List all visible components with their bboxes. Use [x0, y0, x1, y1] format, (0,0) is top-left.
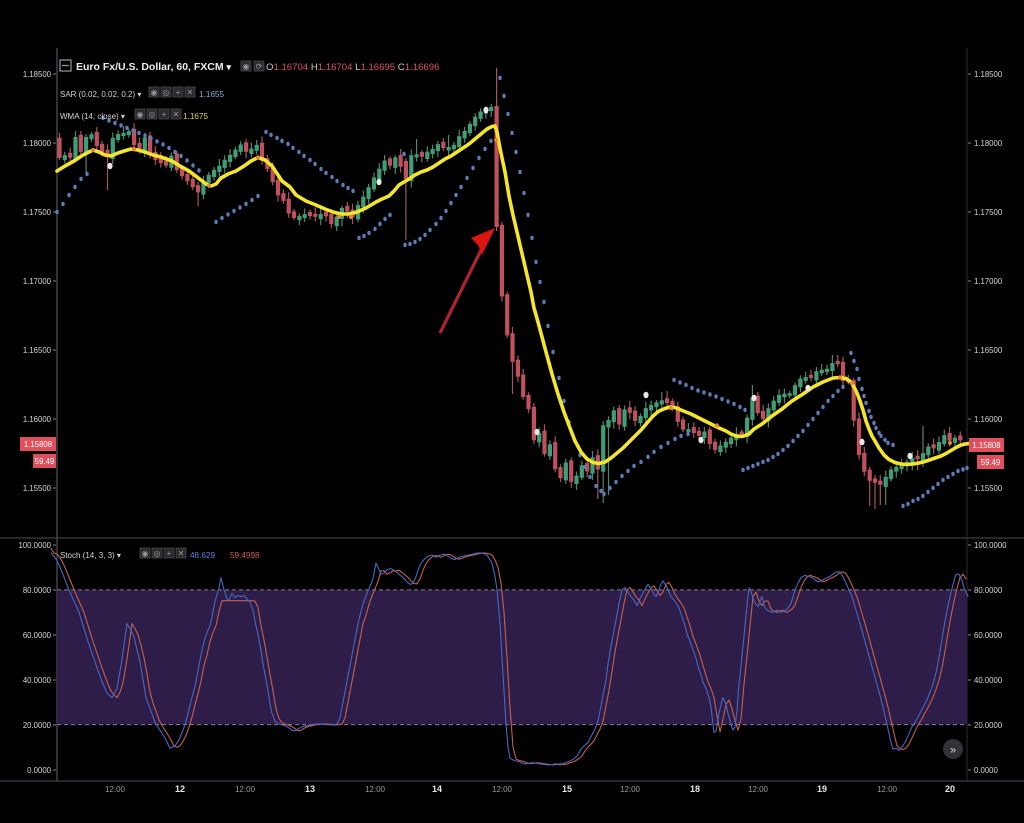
svg-text:48.629: 48.629	[190, 551, 215, 560]
svg-text:0.0000: 0.0000	[27, 766, 52, 775]
svg-text:✕: ✕	[173, 110, 180, 119]
svg-text:◉: ◉	[142, 549, 149, 558]
svg-text:1.15500: 1.15500	[23, 484, 52, 493]
svg-text:◉: ◉	[137, 110, 144, 119]
svg-text:SAR (0.02, 0.02, 0.2) ▾: SAR (0.02, 0.02, 0.2) ▾	[60, 90, 141, 99]
svg-text:1.16500: 1.16500	[974, 346, 1003, 355]
svg-text:◎: ◎	[154, 549, 161, 558]
svg-text:1.17500: 1.17500	[974, 208, 1003, 217]
svg-text:18: 18	[690, 784, 700, 794]
svg-text:20: 20	[945, 784, 955, 794]
svg-text:40.0000: 40.0000	[974, 676, 1003, 685]
svg-text:1.15808: 1.15808	[24, 440, 52, 449]
svg-text:20.0000: 20.0000	[974, 721, 1003, 730]
svg-text:1.18000: 1.18000	[23, 139, 52, 148]
svg-text:1.16000: 1.16000	[23, 415, 52, 424]
svg-text:12:00: 12:00	[365, 785, 386, 794]
svg-text:1.15500: 1.15500	[974, 484, 1003, 493]
svg-text:59.4998: 59.4998	[230, 551, 260, 560]
svg-text:14: 14	[432, 784, 442, 794]
svg-text:80.0000: 80.0000	[974, 586, 1003, 595]
svg-text:»: »	[950, 745, 956, 757]
svg-text:1.1655: 1.1655	[199, 90, 224, 99]
svg-text:1.18000: 1.18000	[974, 139, 1003, 148]
svg-text:✕: ✕	[187, 88, 194, 97]
svg-text:12: 12	[175, 784, 185, 794]
svg-text:O1.16704 H1.16704 L1.16695 C1.: O1.16704 H1.16704 L1.16695 C1.16696	[266, 62, 439, 73]
svg-text:1.15808: 1.15808	[972, 441, 1000, 450]
svg-text:100.0000: 100.0000	[18, 541, 51, 550]
svg-text:1.1675: 1.1675	[183, 112, 208, 121]
svg-text:1.16000: 1.16000	[974, 415, 1003, 424]
svg-text:12:00: 12:00	[620, 785, 641, 794]
svg-text:◎: ◎	[163, 88, 170, 97]
svg-text:80.0000: 80.0000	[23, 586, 52, 595]
svg-text:◎: ◎	[149, 110, 156, 119]
svg-text:12:00: 12:00	[877, 785, 898, 794]
svg-text:1.16500: 1.16500	[23, 346, 52, 355]
svg-text:40.0000: 40.0000	[23, 676, 52, 685]
svg-text:60.0000: 60.0000	[23, 631, 52, 640]
svg-text:1.17000: 1.17000	[23, 277, 52, 286]
svg-text:1.18500: 1.18500	[23, 70, 52, 79]
svg-text:✕: ✕	[178, 549, 185, 558]
svg-text:60.0000: 60.0000	[974, 631, 1003, 640]
svg-text:0.0000: 0.0000	[974, 766, 999, 775]
svg-text:+: +	[176, 88, 181, 97]
svg-text:1.17500: 1.17500	[23, 208, 52, 217]
svg-text:15: 15	[562, 784, 572, 794]
svg-text:59.49: 59.49	[981, 458, 1001, 467]
svg-text:59.49: 59.49	[35, 457, 55, 466]
svg-text:13: 13	[305, 784, 315, 794]
svg-text:19: 19	[817, 784, 827, 794]
svg-text:+: +	[162, 110, 167, 119]
svg-text:12:00: 12:00	[748, 785, 769, 794]
svg-text:12:00: 12:00	[105, 785, 126, 794]
svg-text:◉: ◉	[243, 62, 250, 71]
svg-text:◉: ◉	[151, 88, 158, 97]
svg-text:1.17000: 1.17000	[974, 277, 1003, 286]
svg-text:20.0000: 20.0000	[23, 721, 52, 730]
svg-text:1.18500: 1.18500	[974, 70, 1003, 79]
svg-text:WMA (14, close) ▾: WMA (14, close) ▾	[60, 112, 125, 121]
svg-text:Euro Fx/U.S. Dollar, 60, FXCM: Euro Fx/U.S. Dollar, 60, FXCM ▾	[76, 61, 232, 73]
svg-text:100.0000: 100.0000	[974, 541, 1007, 550]
svg-text:+: +	[167, 549, 172, 558]
svg-text:12:00: 12:00	[492, 785, 513, 794]
svg-text:12:00: 12:00	[235, 785, 256, 794]
svg-text:⟳: ⟳	[256, 62, 263, 71]
svg-text:Stoch (14, 3, 3) ▾: Stoch (14, 3, 3) ▾	[60, 551, 121, 560]
